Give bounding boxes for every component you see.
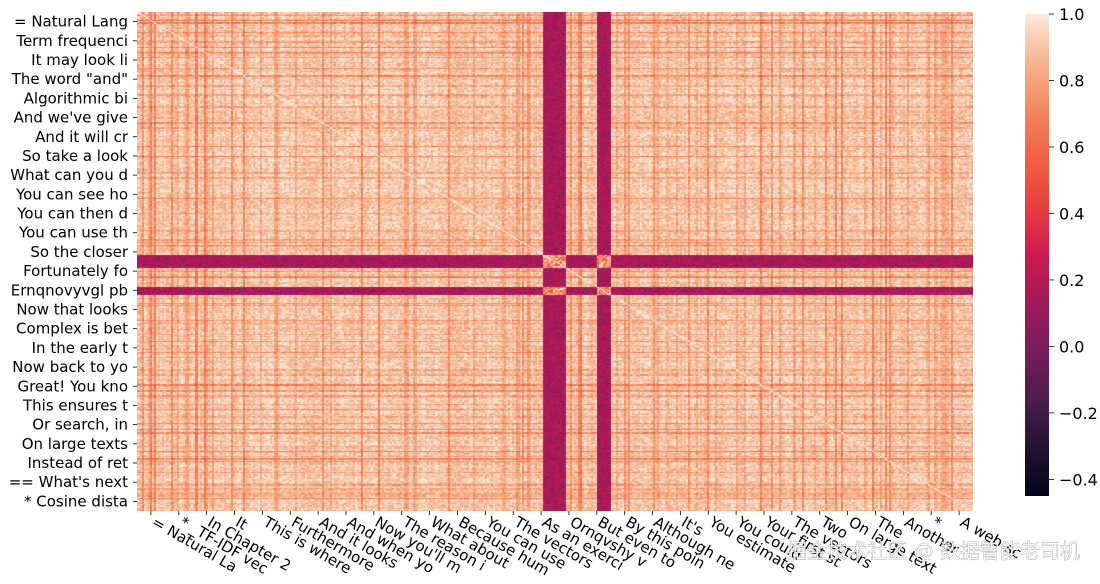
y-tick-label: This ensures t [22, 396, 128, 414]
colorbar-tick-label: −0.4 [1059, 470, 1098, 489]
y-tick-label: Now back to yo [12, 358, 128, 376]
x-tick-label: * [929, 513, 945, 533]
colorbar: −0.4 −0.2 0.0 0.2 0.4 0.6 0.8 1.0 [1025, 5, 1098, 496]
y-tick-label: Algorithmic bi [24, 89, 128, 107]
y-tick-label: Term frequenci [15, 32, 128, 50]
y-tick-label: In the early t [32, 339, 128, 357]
watermark-text: 掘金技术社区 @ 数据智能老司机 [787, 539, 1080, 563]
colorbar-ticks: −0.4 −0.2 0.0 0.2 0.4 0.6 0.8 1.0 [1049, 5, 1098, 489]
y-tick-label: You can then d [16, 205, 128, 223]
y-tick-label: Or search, in [32, 416, 128, 434]
colorbar-tick-label: 0.2 [1059, 271, 1084, 290]
colorbar-tick-label: 0.6 [1059, 138, 1084, 157]
y-tick-label: = Natural Lang [14, 13, 128, 31]
y-tick-label: == What's next [9, 473, 128, 491]
y-tick-label: And we've give [14, 109, 128, 127]
y-tick-label: You can see ho [15, 185, 128, 203]
y-tick-label: * Cosine dista [24, 492, 128, 510]
y-tick-label: Great! You kno [17, 377, 128, 395]
y-tick-label: The word "and" [11, 70, 128, 88]
y-tick-label: On large texts [22, 435, 128, 453]
y-tick-label: And it will cr [35, 128, 129, 146]
y-tick-label: Fortunately fo [23, 262, 128, 280]
colorbar-tick-label: 0.4 [1059, 204, 1084, 223]
y-tick-label: Instead of ret [27, 454, 128, 472]
y-tick-label: What can you d [10, 166, 128, 184]
y-tick-label: Ernqnovyvgl pb [11, 281, 128, 299]
colorbar-tick-label: −0.2 [1059, 404, 1098, 423]
y-tick-label: So the closer [30, 243, 128, 261]
y-tick-label: You can use th [18, 224, 128, 242]
heatmap-plot-area [137, 12, 973, 511]
y-tick-label: Now that looks [16, 300, 128, 318]
heatmap-cells [137, 12, 973, 511]
colorbar-tick-label: 1.0 [1059, 5, 1084, 24]
colorbar-tick-label: 0.8 [1059, 71, 1084, 90]
colorbar-gradient [1025, 14, 1049, 496]
colorbar-tick-label: 0.0 [1059, 337, 1084, 356]
y-tick-label: It may look li [31, 51, 128, 69]
y-tick-label: So take a look [22, 147, 128, 165]
y-tick-label: Complex is bet [16, 320, 128, 338]
